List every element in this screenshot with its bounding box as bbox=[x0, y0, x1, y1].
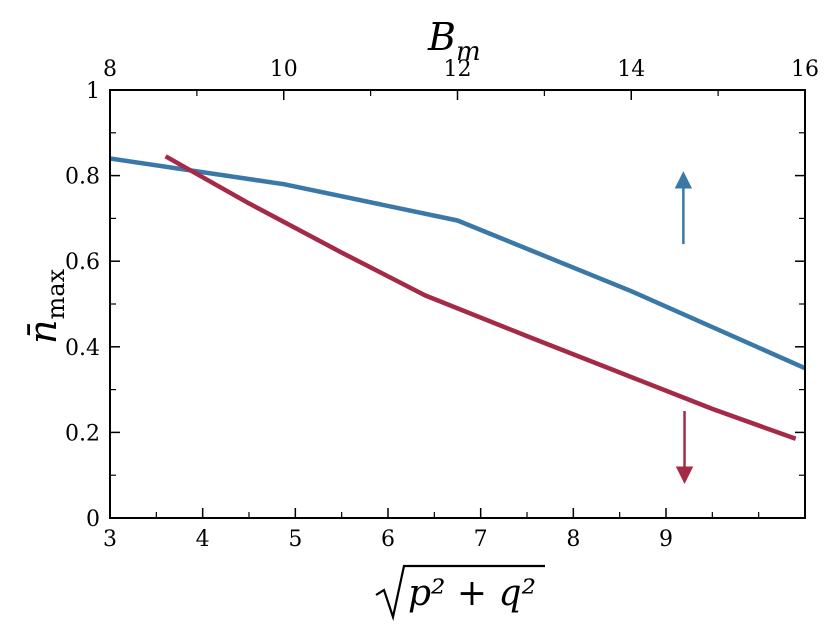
y-title-sub: max bbox=[42, 268, 70, 319]
x-top-title: Bm bbox=[427, 15, 481, 67]
series-line-blue bbox=[109, 156, 806, 371]
y-axis-title: n̄max bbox=[21, 268, 70, 344]
x-bottom-tick-label: 9 bbox=[659, 527, 673, 552]
x-top-tick-label: 16 bbox=[791, 57, 819, 82]
x-bottom-tick-label: 3 bbox=[103, 527, 117, 552]
y-tick-label: 0.6 bbox=[65, 250, 100, 275]
x-bottom-tick-label: 5 bbox=[288, 527, 302, 552]
series-layer bbox=[109, 154, 806, 441]
x-bottom-tick-label: 7 bbox=[474, 527, 488, 552]
y-title-main: n̄ bbox=[21, 320, 65, 344]
x-top-title-main: B bbox=[427, 15, 456, 59]
x-top-tick-label: 14 bbox=[617, 57, 645, 82]
x-bottom-title: p² + q² bbox=[375, 564, 545, 622]
y-tick-label: 0.2 bbox=[65, 421, 100, 446]
x-bottom-title-text: p² + q² bbox=[408, 573, 536, 614]
y-tick-label: 1 bbox=[86, 79, 100, 104]
x-top-tick-label: 10 bbox=[270, 57, 298, 82]
annotations bbox=[674, 171, 694, 484]
y-tick-label: 0.8 bbox=[65, 165, 100, 190]
x-bottom-tick-label: 4 bbox=[196, 527, 210, 552]
x-bottom-tick-label: 6 bbox=[381, 527, 395, 552]
axis-ticks: 3 4 5 6 7 8 9 8 10 12 14 16 0 0.2 0.4 0.6 0.8 1 bbox=[65, 57, 819, 552]
x-top-tick-label: 8 bbox=[103, 57, 117, 82]
series-line-red bbox=[164, 154, 797, 441]
plot-frame bbox=[109, 89, 806, 519]
y-tick-label: 0.4 bbox=[65, 336, 100, 361]
y-tick-label: 0 bbox=[86, 507, 100, 532]
sqrt-radical-icon bbox=[375, 564, 545, 622]
x-bottom-tick-label: 8 bbox=[566, 527, 580, 552]
x-top-tick-label: 12 bbox=[444, 57, 472, 82]
x-top-title-sub: m bbox=[456, 37, 481, 67]
